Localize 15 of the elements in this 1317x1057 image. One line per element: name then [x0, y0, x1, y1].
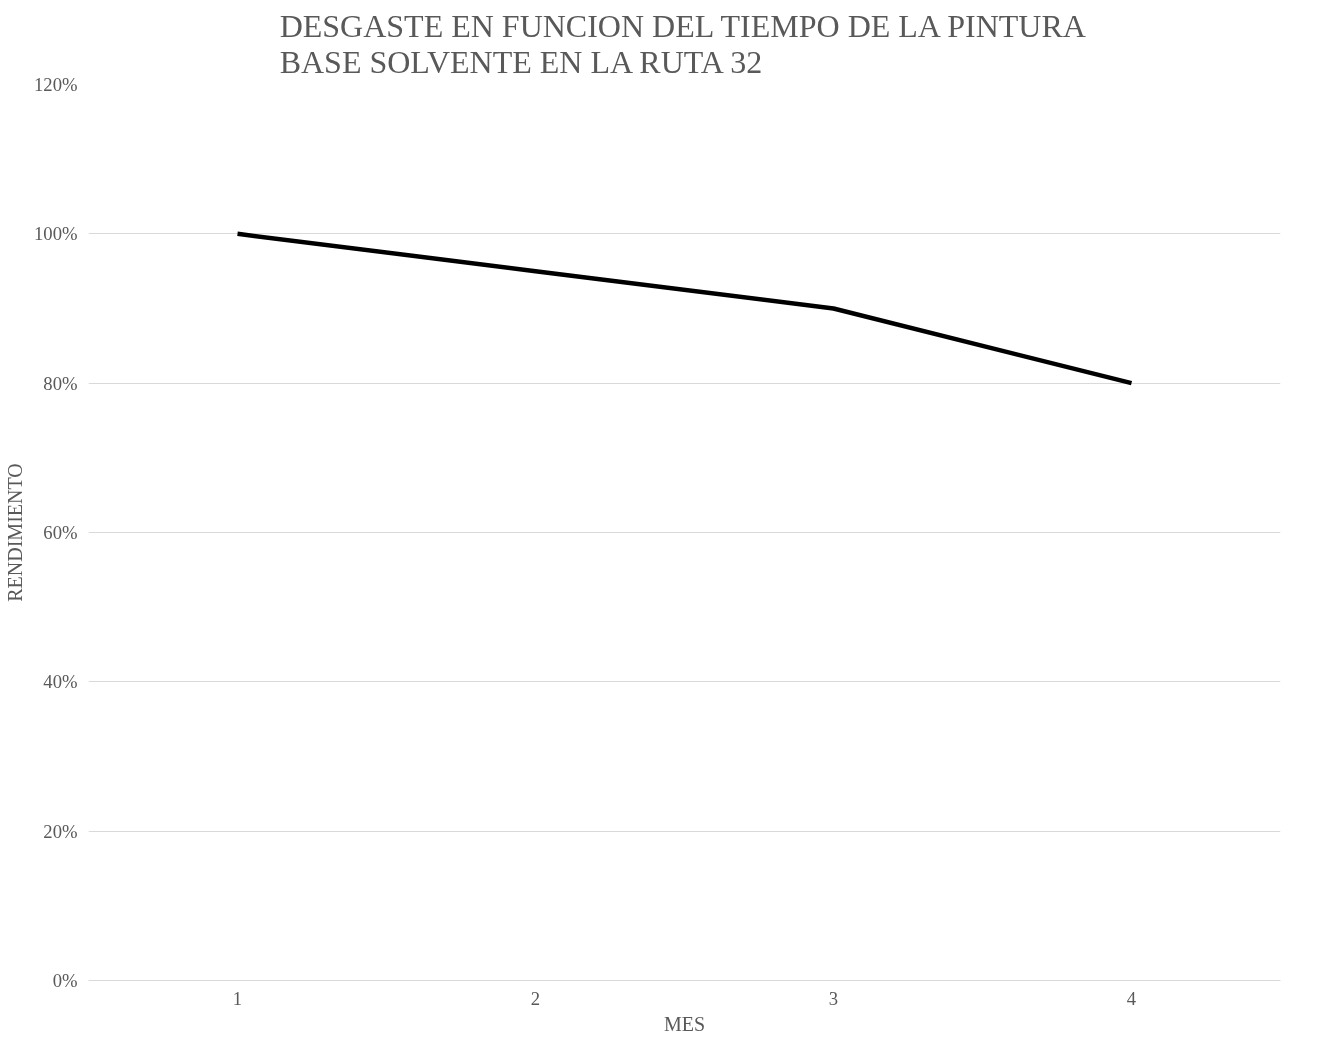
x-tick-label: 2	[530, 987, 541, 1009]
y-tick-label: 0%	[52, 970, 78, 991]
x-tick-label: 1	[232, 987, 243, 1009]
x-tick-label: 3	[828, 987, 839, 1009]
y-axis-title: RENDIMIENTO	[3, 463, 26, 602]
x-axis-title: MES	[663, 1012, 706, 1035]
y-tick-label: 80%	[43, 372, 78, 394]
y-tick-label: 20%	[43, 820, 78, 842]
y-tick-label: 60%	[43, 522, 78, 543]
y-tick-label: 40%	[43, 671, 78, 693]
x-tick-label: 4	[1126, 987, 1137, 1009]
y-tick-label: 120%	[33, 74, 78, 95]
y-tick-label: 100%	[33, 223, 78, 245]
line-series	[235, 231, 1134, 386]
chart-title: DESGASTE EN FUNCION DEL TIEMPO DE LA PINTURA BASE SOLVENTE EN LA RUTA 32	[279, 7, 1086, 80]
